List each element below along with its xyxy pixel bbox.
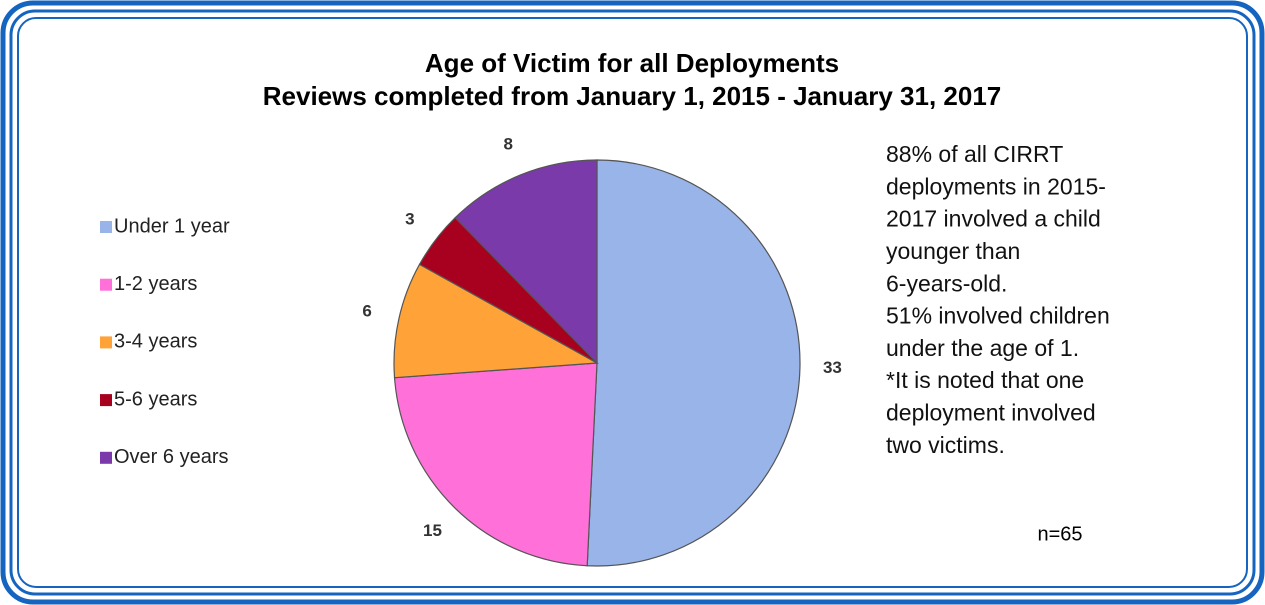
legend-label: 3-4 years xyxy=(114,331,197,353)
legend-swatch xyxy=(100,221,112,233)
annotation-line: 6-years-old. xyxy=(886,270,1007,296)
annotation-line: 51% involved children xyxy=(886,303,1110,329)
legend-label: 5-6 years xyxy=(114,388,197,410)
annotation-line: younger than xyxy=(886,238,1020,264)
pie-slice xyxy=(454,159,598,365)
annotation-line: *It is noted that one xyxy=(886,367,1084,393)
pie-slice xyxy=(393,362,598,567)
legend-label: Under 1 year xyxy=(114,215,230,237)
annotation-line: under the age of 1. xyxy=(886,335,1079,361)
data-label: 33 xyxy=(823,358,842,377)
legend-label: 1-2 years xyxy=(114,273,197,295)
annotation-line: deployments in 2015- xyxy=(886,173,1106,199)
data-label: 6 xyxy=(362,302,371,321)
legend-swatch xyxy=(100,451,112,464)
annotation-line: two victims. xyxy=(886,432,1005,458)
pie-slice xyxy=(393,263,600,379)
data-label: 3 xyxy=(405,210,414,229)
data-label: 15 xyxy=(423,521,442,540)
sample-size: n=65 xyxy=(1037,523,1082,545)
legend-swatch xyxy=(100,336,112,349)
annotation-line: deployment involved xyxy=(886,399,1096,425)
legend-swatch xyxy=(100,278,112,291)
pie-slice xyxy=(586,159,801,567)
chart-subtitle: Reviews completed from January 1, 2015 -… xyxy=(263,81,1002,111)
legend-label: Over 6 years xyxy=(114,446,228,468)
inner-border xyxy=(17,17,1248,588)
inner-border xyxy=(9,9,1256,596)
chart-title: Age of Victim for all Deployments xyxy=(425,48,839,78)
annotation-line: 88% of all CIRRT xyxy=(886,141,1063,167)
legend-swatch xyxy=(100,394,112,407)
annotation-line: 2017 involved a child xyxy=(886,206,1101,232)
data-label: 8 xyxy=(503,134,512,153)
